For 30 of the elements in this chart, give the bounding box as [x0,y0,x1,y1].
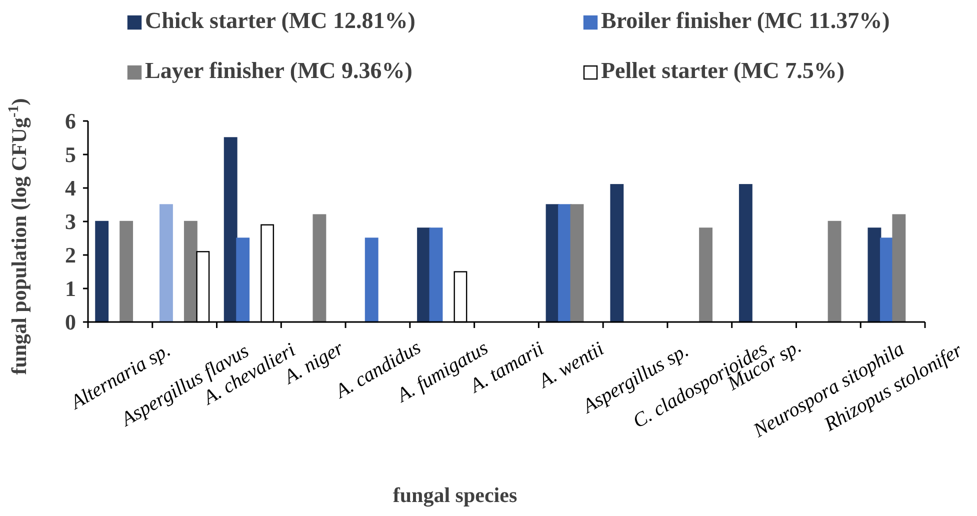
bar [364,238,378,323]
y-tick-label: 6 [65,108,76,134]
bar [95,220,109,323]
bar [610,184,624,323]
bar [738,184,752,323]
bar [699,228,712,323]
bar [828,220,842,323]
y-tick-label: 3 [65,209,76,234]
legend-label: Pellet starter (MC 7.5%) [601,58,845,83]
bar [558,204,572,323]
bar [120,220,134,323]
bar [312,214,326,323]
y-tick-label: 4 [65,176,76,201]
bar [160,204,173,323]
bar [570,204,584,323]
legend-label: Chick starter (MC 12.81%) [145,8,416,33]
y-tick-label: 2 [65,242,76,268]
bar [892,214,906,323]
bar [429,228,443,323]
y-tick-label: 5 [65,142,76,168]
bar [184,220,198,323]
bar [868,228,882,323]
legend-label: Layer finisher (MC 9.36%) [145,58,412,83]
y-tick-label: 0 [65,310,76,335]
bar [236,238,250,323]
legend-label: Broiler finisher (MC 11.37%) [601,8,890,33]
y-tick-label: 1 [65,276,76,302]
bar [417,228,430,323]
bar [224,137,238,323]
x-axis-title: fungal species [392,483,518,507]
